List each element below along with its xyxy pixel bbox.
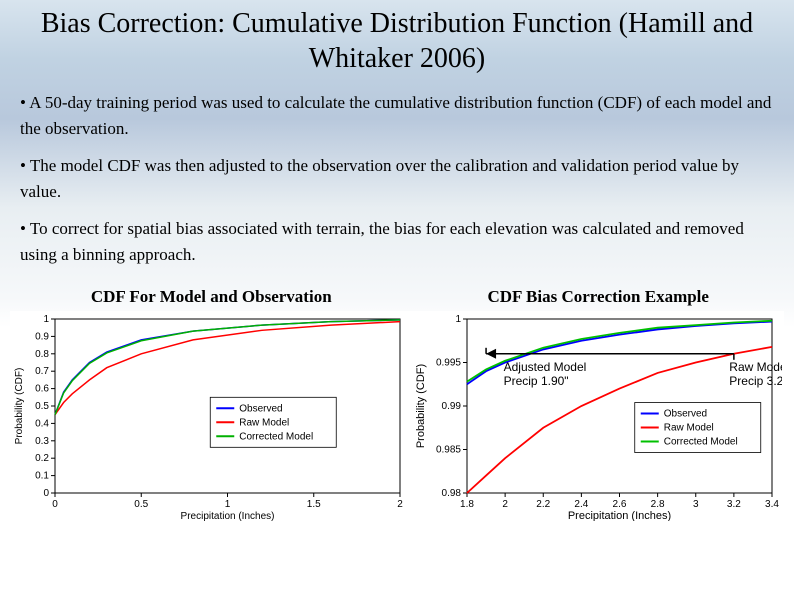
svg-text:Corrected Model: Corrected Model: [664, 437, 738, 448]
bullet-2: • The model CDF was then adjusted to the…: [20, 153, 774, 204]
chart-right-title: CDF Bias Correction Example: [412, 287, 784, 307]
svg-text:1: 1: [43, 314, 49, 325]
svg-text:3.4: 3.4: [766, 499, 780, 510]
charts-row: CDF For Model and Observation 0 0.1 0.2 0.3…: [0, 287, 794, 521]
svg-text:0.995: 0.995: [436, 358, 461, 369]
svg-text:Raw Model: Raw Model: [239, 417, 289, 428]
svg-text:0.5: 0.5: [134, 499, 148, 510]
svg-text:0.3: 0.3: [35, 436, 49, 447]
svg-text:2: 2: [503, 499, 509, 510]
chart-right: 0.98 0.985 0.99 0.995 1 1.8 2 2.2 2.4 2.6 2.8 3 3.2 3…: [412, 311, 784, 521]
chart-left: 0 0.1 0.2 0.3 0.4 0.5 0.6 0.7 0.8 0.9 1 0 0.5 1 1.5 2 Pr…: [10, 311, 412, 521]
svg-text:0.5: 0.5: [35, 401, 49, 412]
svg-text:0.8: 0.8: [35, 349, 49, 360]
svg-text:0.2: 0.2: [35, 453, 49, 464]
svg-text:2.6: 2.6: [613, 499, 627, 510]
svg-text:2: 2: [397, 499, 403, 510]
slide-title: Bias Correction: Cumulative Distribution…: [0, 0, 794, 86]
svg-text:3: 3: [693, 499, 699, 510]
svg-text:0.9: 0.9: [35, 331, 49, 342]
svg-text:1.5: 1.5: [307, 499, 321, 510]
svg-text:0: 0: [43, 488, 49, 499]
svg-text:0.6: 0.6: [35, 384, 49, 395]
svg-text:1: 1: [456, 314, 462, 325]
chart-left-column: CDF For Model and Observation 0 0.1 0.2 0.3…: [10, 287, 412, 521]
svg-text:0.4: 0.4: [35, 418, 49, 429]
svg-text:0: 0: [52, 499, 58, 510]
svg-text:Precipitation (Inches): Precipitation (Inches): [568, 510, 671, 521]
bullet-list: • A 50-day training period was used to c…: [0, 86, 794, 287]
svg-text:0.99: 0.99: [442, 401, 462, 412]
svg-text:Adjusted Model: Adjusted Model: [504, 360, 587, 374]
svg-text:Probability (CDF): Probability (CDF): [415, 364, 427, 448]
svg-text:Precip 1.90": Precip 1.90": [504, 374, 569, 388]
bullet-1: • A 50-day training period was used to c…: [20, 90, 774, 141]
chart-left-title: CDF For Model and Observation: [10, 287, 412, 307]
svg-text:Raw Model: Raw Model: [730, 360, 783, 374]
svg-text:2.8: 2.8: [651, 499, 665, 510]
svg-text:Observed: Observed: [239, 403, 282, 414]
svg-text:2.2: 2.2: [537, 499, 551, 510]
svg-text:0.985: 0.985: [436, 445, 461, 456]
chart-right-column: CDF Bias Correction Example 0.980.9850.9…: [412, 287, 784, 521]
svg-text:Precipitation (Inches): Precipitation (Inches): [181, 511, 275, 521]
svg-text:0.98: 0.98: [442, 488, 462, 499]
svg-text:2.4: 2.4: [575, 499, 589, 510]
svg-text:0.1: 0.1: [35, 471, 49, 482]
bullet-3: • To correct for spatial bias associated…: [20, 216, 774, 267]
svg-text:3.2: 3.2: [727, 499, 741, 510]
svg-text:1.8: 1.8: [461, 499, 475, 510]
svg-text:0.7: 0.7: [35, 366, 49, 377]
svg-text:1: 1: [225, 499, 231, 510]
svg-text:Corrected Model: Corrected Model: [239, 431, 313, 442]
svg-text:Precip 3.20": Precip 3.20": [730, 374, 783, 388]
svg-text:Probability (CDF): Probability (CDF): [14, 368, 25, 445]
svg-text:Raw Model: Raw Model: [664, 423, 714, 434]
svg-text:Observed: Observed: [664, 409, 707, 420]
